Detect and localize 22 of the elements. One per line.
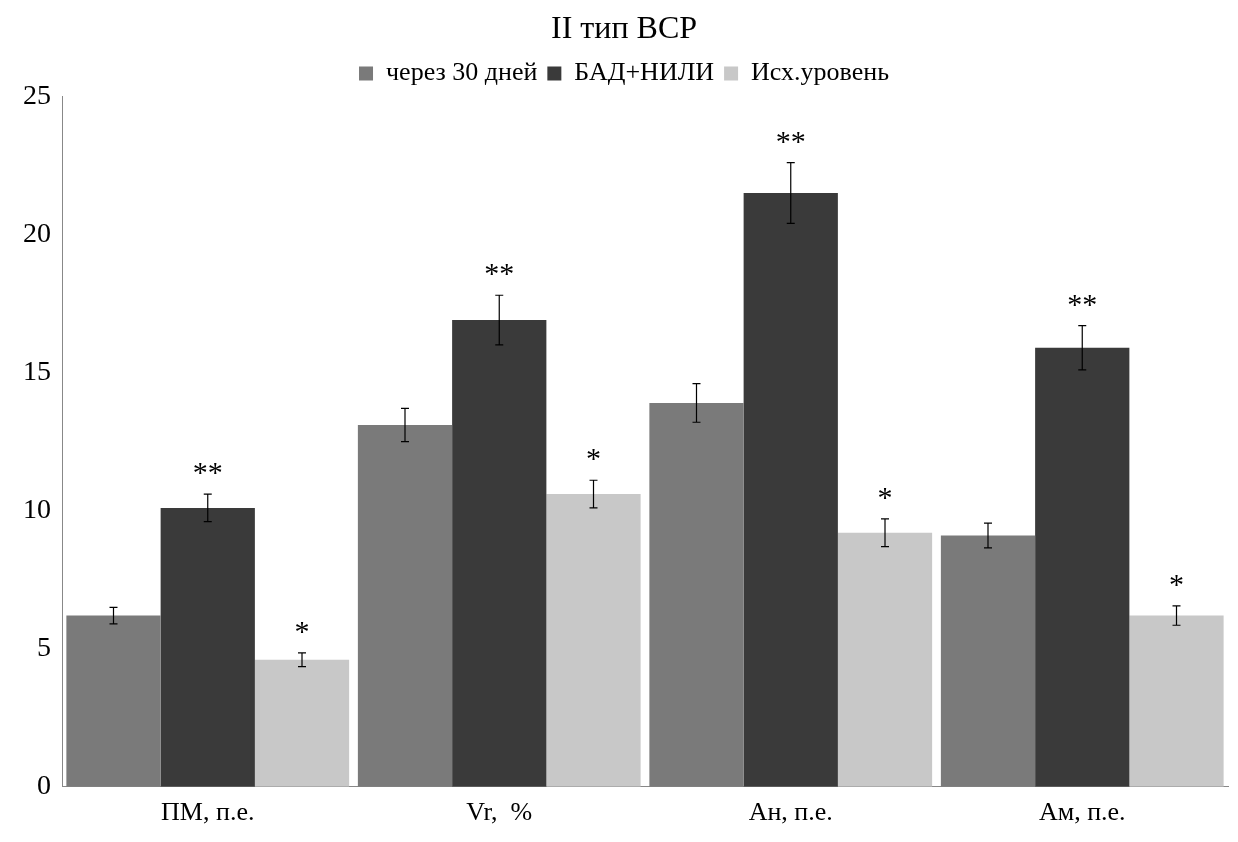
legend-label: Исх.уровень xyxy=(751,57,890,87)
annotation: ** xyxy=(1067,286,1098,320)
chart-title: II тип ВСР xyxy=(550,8,698,45)
legend-label: БАД+НИЛИ xyxy=(574,57,715,87)
annotation: * xyxy=(586,441,601,475)
annotation: ** xyxy=(484,256,515,290)
x-tick-label: Ан, п.е. xyxy=(748,797,833,827)
legend-label: через 30 дней xyxy=(386,57,538,87)
y-tick-label: 10 xyxy=(23,493,51,524)
annotation: * xyxy=(294,613,310,647)
y-tick-label: 0 xyxy=(37,769,51,801)
y-tick-label: 25 xyxy=(23,78,51,110)
y-tick-label: 15 xyxy=(23,354,51,386)
annotation: ** xyxy=(775,123,806,157)
x-tick-label: ПМ, п.е. xyxy=(161,797,255,827)
y-tick-label: 5 xyxy=(37,631,51,663)
x-tick-label: Ам, п.е. xyxy=(1038,797,1126,827)
annotation: * xyxy=(1169,566,1184,600)
y-tick-label: 20 xyxy=(23,216,51,248)
annotation: * xyxy=(877,479,893,513)
x-tick-label: Vr, % xyxy=(466,797,533,827)
annotation: ** xyxy=(192,455,223,489)
